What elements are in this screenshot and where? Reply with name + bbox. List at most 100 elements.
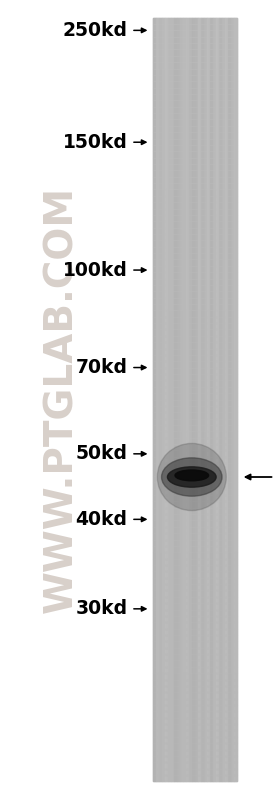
Text: 40kd: 40kd (75, 510, 127, 529)
Bar (153, 507, 237, 514)
Bar (153, 228, 237, 234)
Bar (153, 457, 237, 463)
Bar (231, 18, 234, 781)
Bar (153, 610, 237, 616)
Bar (156, 18, 158, 781)
Bar (153, 642, 237, 648)
Bar (153, 565, 237, 571)
Ellipse shape (157, 443, 226, 511)
Bar (153, 578, 237, 584)
Bar (221, 18, 225, 781)
Bar (153, 730, 237, 737)
Bar (153, 196, 237, 202)
Bar (153, 145, 237, 151)
Bar (153, 323, 237, 329)
Bar (153, 674, 237, 680)
Bar (153, 749, 237, 756)
Bar (153, 183, 237, 189)
Bar (153, 387, 237, 393)
Bar (162, 18, 165, 781)
Bar (153, 692, 237, 698)
Bar (153, 151, 237, 157)
Bar (153, 132, 237, 138)
Bar (189, 18, 192, 781)
Bar (153, 107, 237, 113)
Bar (153, 240, 237, 247)
Text: 70kd: 70kd (75, 358, 127, 377)
Bar (153, 444, 237, 451)
Bar (153, 202, 237, 209)
Bar (153, 69, 237, 75)
Bar (165, 18, 168, 781)
Bar (153, 18, 237, 781)
Bar (153, 775, 237, 781)
Text: 50kd: 50kd (75, 444, 127, 463)
Bar (153, 546, 237, 552)
Bar (153, 209, 237, 215)
Bar (153, 393, 237, 400)
Bar (153, 62, 237, 69)
Bar (153, 355, 237, 361)
Bar (153, 514, 237, 520)
Bar (153, 43, 237, 50)
Bar (192, 18, 195, 781)
Bar (153, 400, 237, 406)
Bar (153, 425, 237, 431)
Bar (153, 368, 237, 374)
Bar (153, 101, 237, 107)
Bar (153, 590, 237, 597)
Bar (153, 654, 237, 661)
Bar (153, 374, 237, 380)
Bar (198, 18, 200, 781)
Bar (153, 177, 237, 183)
Bar (153, 667, 237, 674)
Bar (153, 18, 156, 781)
Bar (216, 18, 219, 781)
Bar (153, 247, 237, 253)
Bar (153, 533, 237, 539)
Bar (153, 431, 237, 438)
Bar (153, 489, 237, 495)
Bar (153, 463, 237, 470)
Bar (207, 18, 210, 781)
Bar (153, 50, 237, 56)
Bar (153, 476, 237, 483)
Bar (153, 342, 237, 348)
Bar (153, 94, 237, 101)
Bar (153, 37, 237, 43)
Bar (153, 539, 237, 546)
Bar (153, 769, 237, 775)
Bar (153, 571, 237, 578)
Bar (153, 743, 237, 749)
Ellipse shape (175, 470, 209, 481)
Bar (153, 559, 237, 565)
Bar (153, 483, 237, 489)
Bar (153, 75, 237, 81)
Bar (153, 629, 237, 635)
Bar (153, 501, 237, 507)
Text: WWW.PTGLAB.COM: WWW.PTGLAB.COM (43, 186, 81, 613)
Bar (153, 18, 237, 24)
Bar (153, 419, 237, 425)
Bar (153, 348, 237, 355)
Bar (153, 30, 237, 37)
Bar (195, 18, 198, 781)
Bar (153, 406, 237, 412)
Bar (153, 597, 237, 603)
Bar (153, 329, 237, 336)
Ellipse shape (162, 458, 222, 496)
Bar (153, 81, 237, 88)
Bar (153, 412, 237, 419)
Bar (171, 18, 174, 781)
Bar (153, 756, 237, 762)
Bar (153, 552, 237, 559)
Bar (234, 18, 237, 781)
Bar (153, 292, 237, 298)
Bar (153, 88, 237, 94)
Bar (153, 215, 237, 221)
Bar (153, 189, 237, 196)
Bar (153, 648, 237, 654)
Bar (153, 527, 237, 533)
Bar (153, 380, 237, 387)
Bar (177, 18, 179, 781)
